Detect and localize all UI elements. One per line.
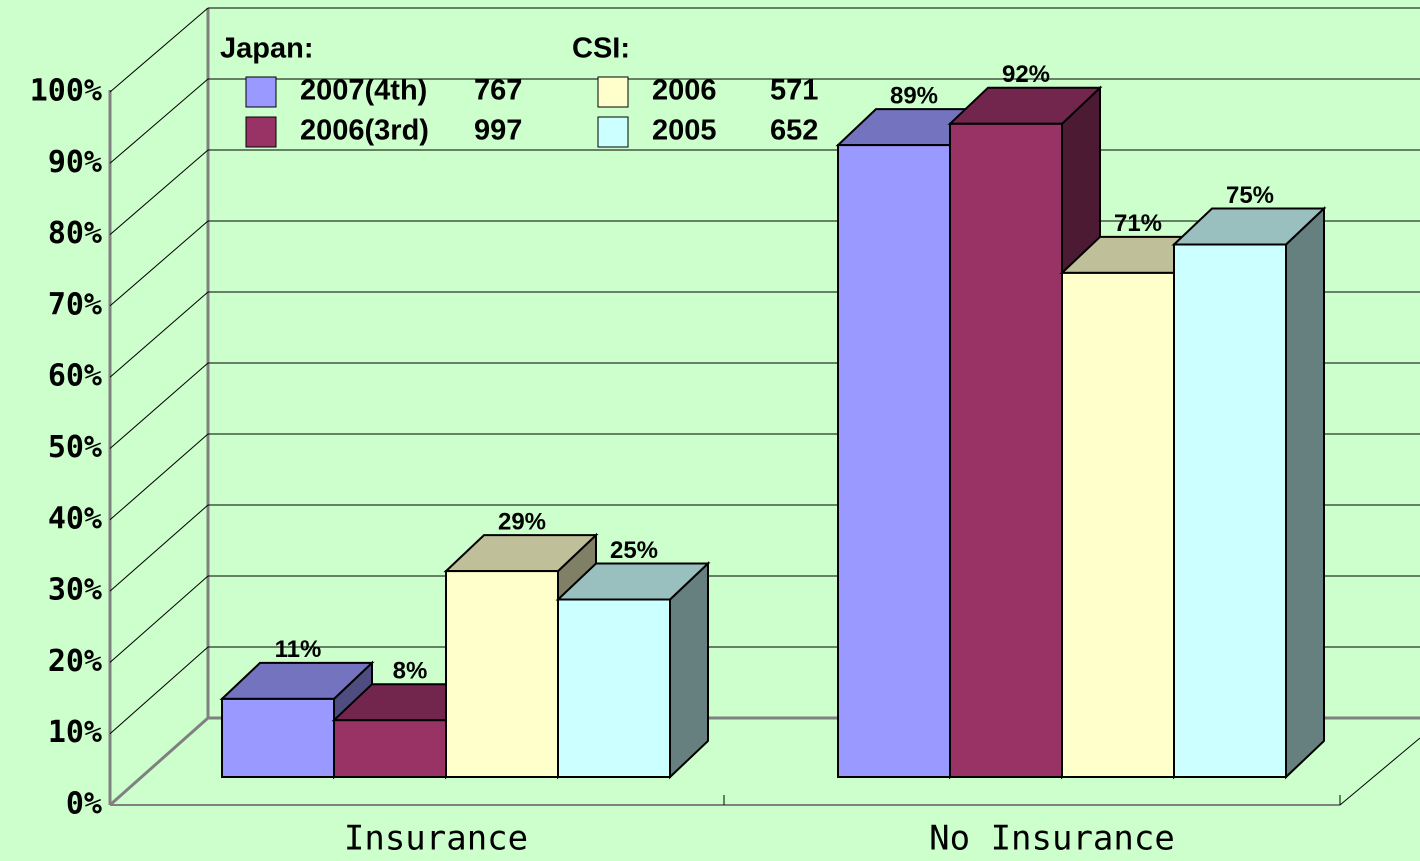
y-tick-label: 80% [48, 216, 102, 251]
bar [333, 719, 447, 779]
grid-line [109, 646, 209, 735]
bar-side [669, 561, 709, 780]
bar [557, 598, 671, 778]
bar [445, 570, 559, 778]
data-label: 8% [393, 658, 428, 685]
legend-title: Japan: [220, 33, 313, 65]
data-label: 92% [1002, 61, 1050, 88]
y-tick-label: 10% [48, 715, 102, 750]
legend-label: 2006 [652, 75, 717, 107]
data-label: 75% [1226, 182, 1274, 209]
grid-line [109, 575, 209, 663]
legend-title: CSI: [572, 33, 630, 65]
y-tick-label: 60% [48, 359, 102, 394]
legend-swatch [597, 116, 629, 148]
legend-count: 767 [474, 75, 522, 107]
y-tick-label: 20% [48, 644, 102, 679]
legend-swatch [245, 76, 277, 108]
bar [1173, 243, 1287, 778]
legend-label: 2005 [652, 115, 717, 147]
grid-line [109, 78, 209, 164]
bar [837, 144, 951, 779]
legend-count: 997 [474, 115, 522, 147]
data-label: 25% [610, 537, 658, 564]
legend-count: 652 [770, 115, 818, 147]
legend-label: 2007(4th) [300, 75, 427, 107]
x-tick-label: No Insurance [929, 819, 1175, 859]
grid-line [109, 220, 209, 307]
legend-label: 2006(3rd) [300, 115, 429, 147]
y-tick-label: 100% [30, 74, 102, 109]
grid-line [109, 433, 209, 521]
y-tick-label: 50% [48, 430, 102, 465]
y-tick-label: 40% [48, 501, 102, 536]
grid-line [109, 362, 209, 449]
grid-line [109, 7, 209, 93]
x-tick-label: Insurance [344, 819, 528, 859]
bar [221, 697, 335, 779]
legend-count: 571 [770, 75, 818, 107]
grid-line [109, 291, 209, 378]
y-tick-label: 70% [48, 287, 102, 322]
legend-swatch [245, 116, 277, 148]
y-tick-label: 0% [66, 787, 102, 822]
bar [1061, 271, 1175, 778]
data-label: 11% [275, 636, 322, 663]
bar [949, 122, 1063, 779]
bar-side [1285, 206, 1325, 780]
data-label: 71% [1114, 210, 1162, 237]
grid-line [109, 149, 209, 235]
legend-swatch [597, 76, 629, 108]
y-tick-label: 30% [48, 573, 102, 608]
grid-line [109, 504, 209, 592]
data-label: 29% [498, 508, 546, 535]
y-tick-label: 90% [48, 145, 102, 180]
data-label: 89% [890, 82, 938, 109]
